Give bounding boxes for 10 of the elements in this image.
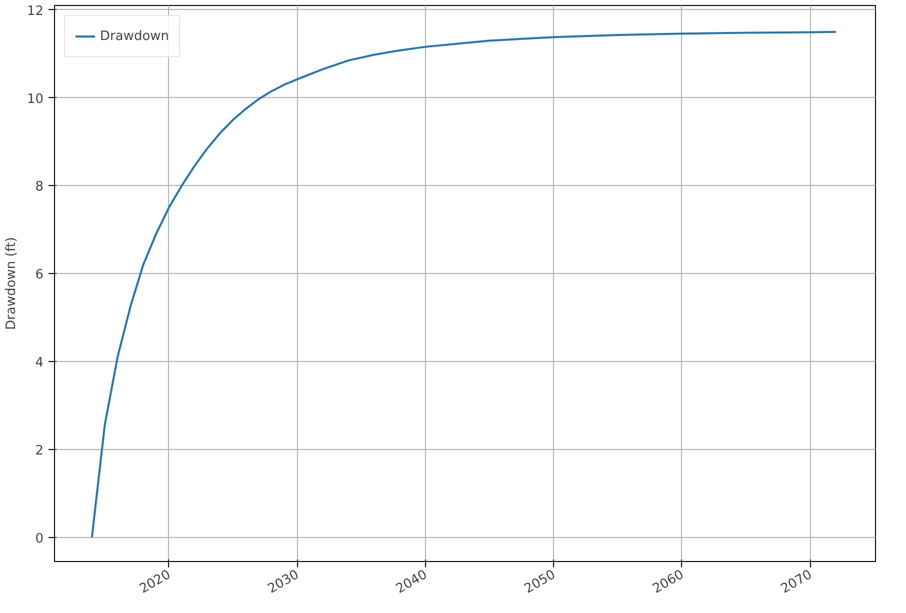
y-tick-label: 2 bbox=[35, 443, 44, 458]
legend-label: Drawdown bbox=[100, 28, 170, 44]
y-tick-label: 6 bbox=[35, 268, 44, 283]
y-tick-label: 0 bbox=[35, 531, 44, 546]
y-tick-label: 12 bbox=[26, 4, 44, 19]
y-tick-label: 4 bbox=[35, 356, 44, 371]
y-axis-title: Drawdown (ft) bbox=[4, 237, 19, 330]
line-series bbox=[90, 30, 837, 538]
y-tick-label: 10 bbox=[26, 92, 44, 107]
y-tick-label: 8 bbox=[35, 180, 44, 195]
